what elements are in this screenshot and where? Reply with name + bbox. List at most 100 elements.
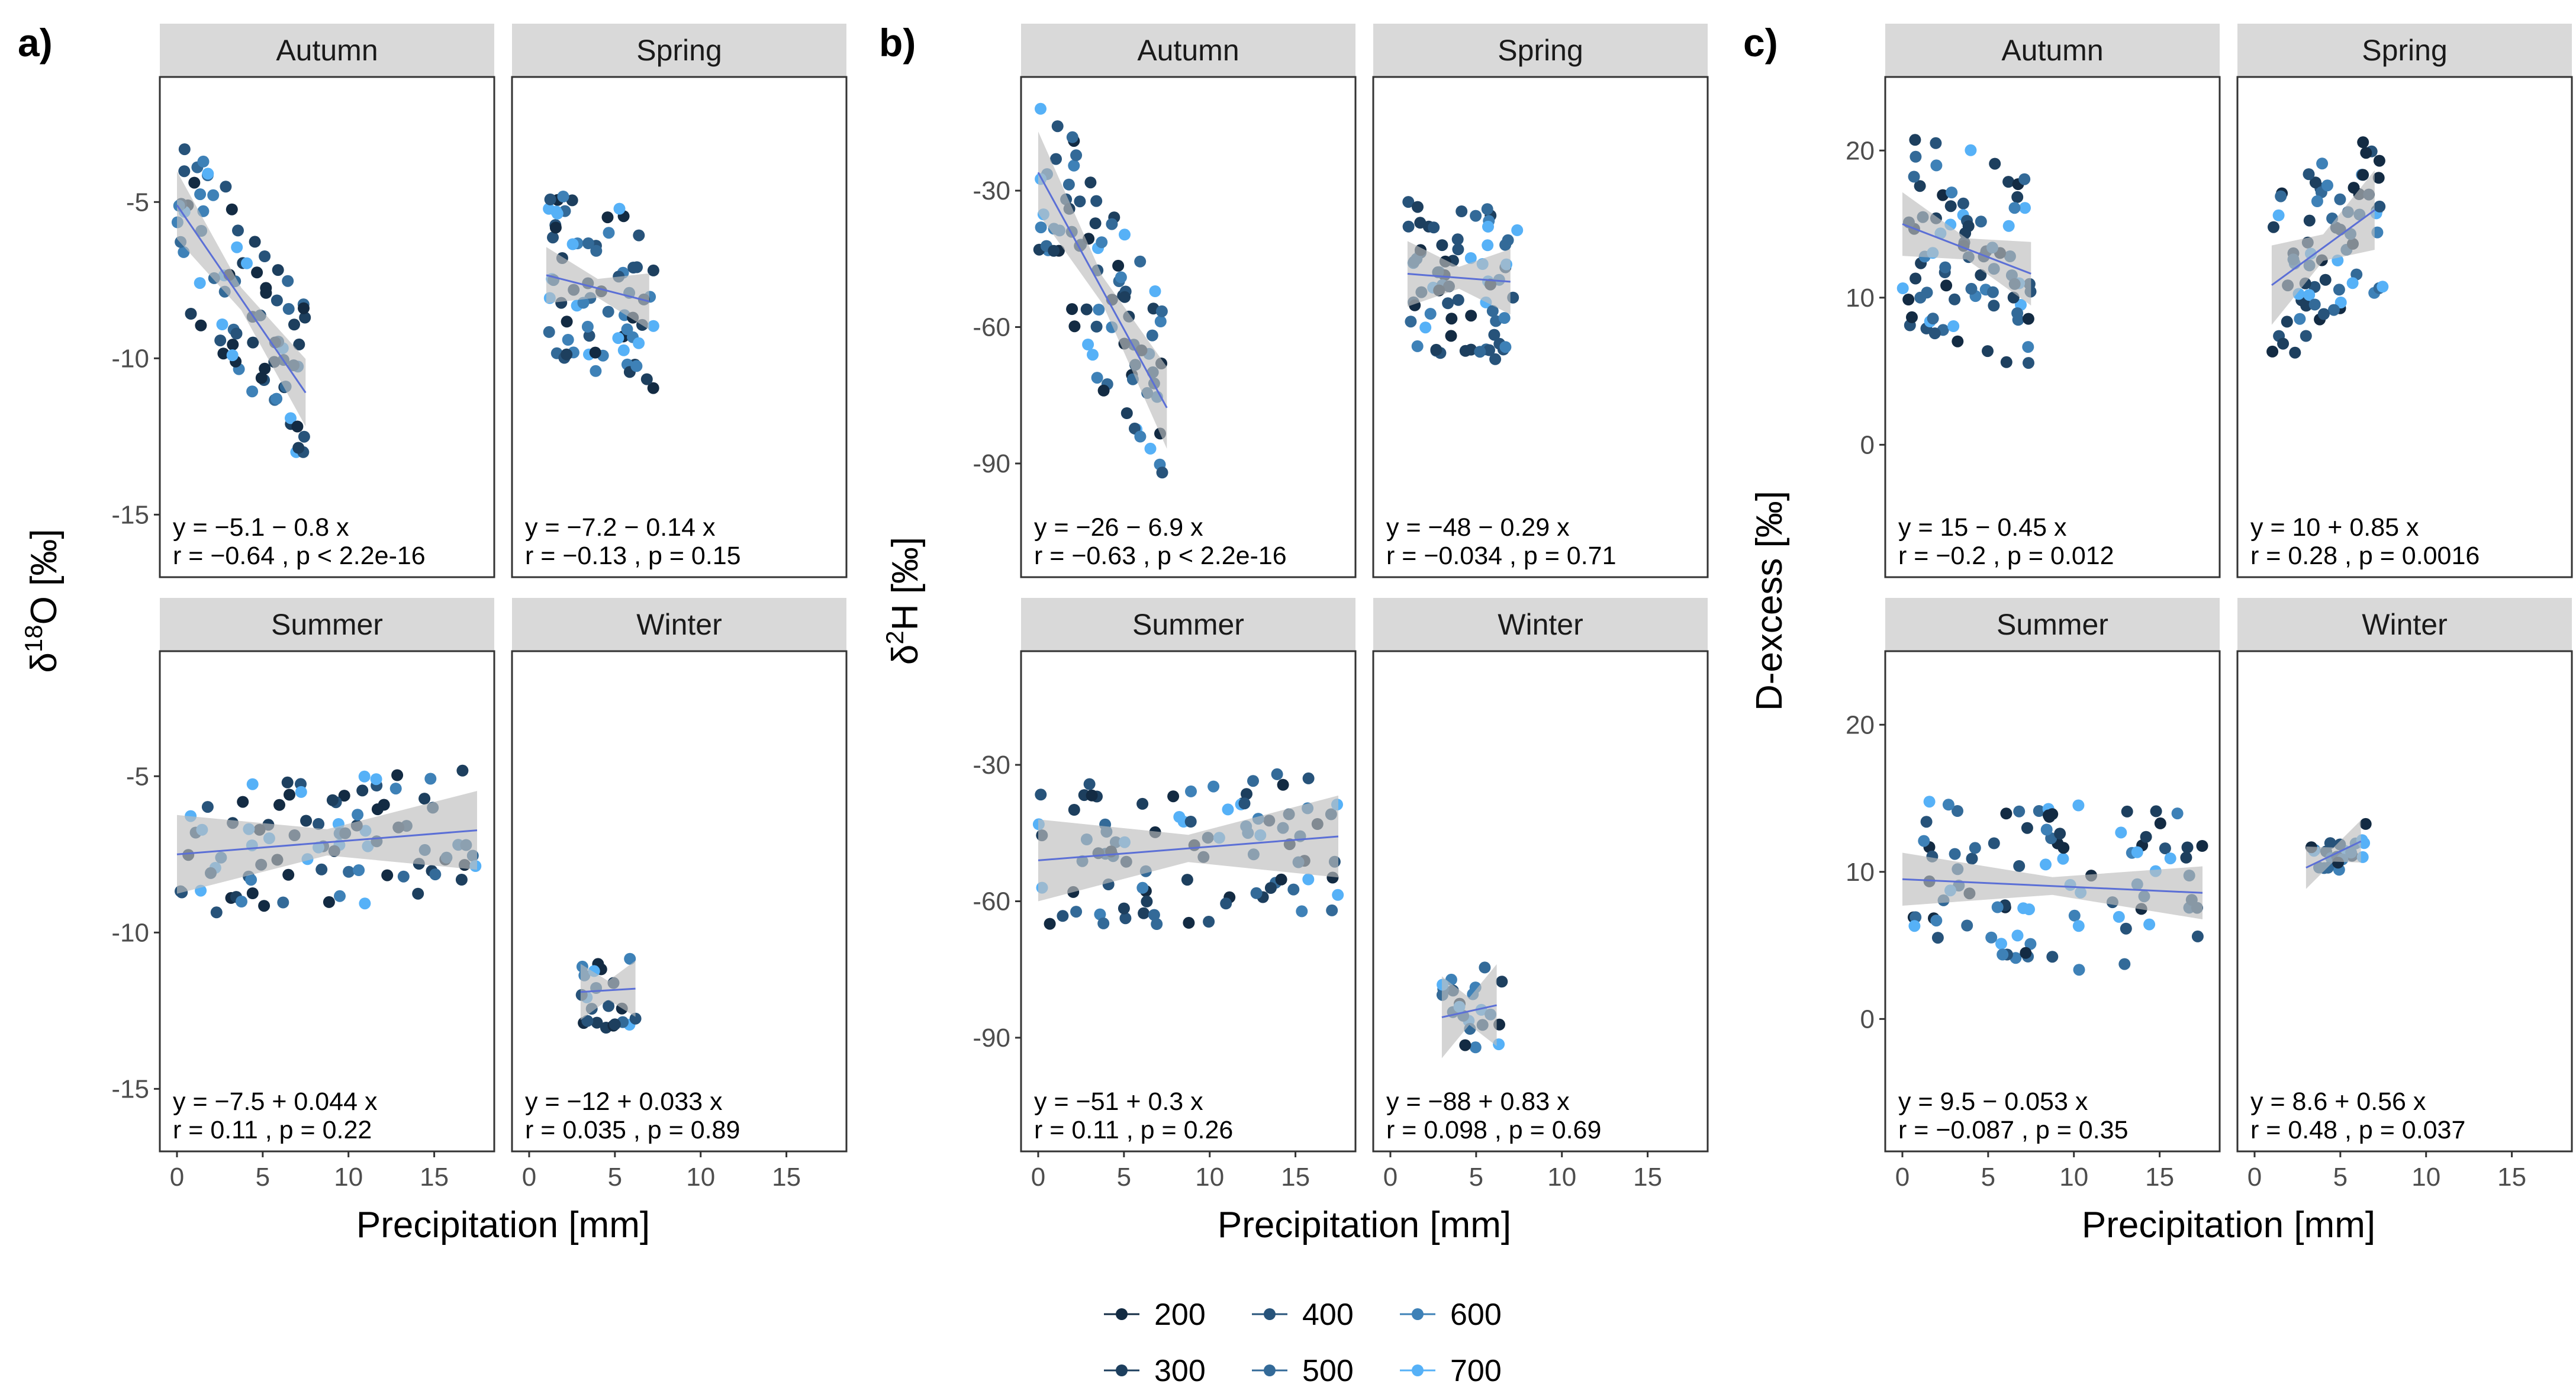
y-tick-label: -60	[973, 887, 1010, 916]
data-point	[194, 277, 206, 289]
data-point	[195, 319, 207, 332]
data-point	[1975, 215, 1987, 228]
regression-equation: y = 15 − 0.45 x	[1898, 513, 2067, 542]
data-point	[2023, 357, 2034, 369]
y-axis-label: D-excess [‰]	[1749, 491, 1790, 711]
data-point	[2348, 182, 2360, 194]
data-point	[1451, 233, 1464, 246]
y-tick-label: 10	[1846, 858, 1875, 887]
data-point	[291, 420, 304, 433]
facet-strip-label: Summer	[1997, 608, 2108, 641]
correlation-stats: r = −0.64 , p < 2.2e-16	[173, 542, 426, 570]
facet-autumn: Autumn 0 10 20 y = 15 − 0.45 xr = −0.2 , p =…	[1846, 24, 2221, 578]
correlation-stats: r = −0.63 , p < 2.2e-16	[1034, 542, 1287, 570]
facet-strip-label: Summer	[271, 608, 383, 641]
x-tick-label: 15	[1281, 1163, 1310, 1192]
data-point	[2180, 851, 2192, 864]
data-point	[1947, 320, 1960, 332]
y-tick-label: 20	[1846, 136, 1875, 165]
data-point	[2319, 273, 2332, 286]
data-point	[2373, 155, 2385, 167]
data-point	[1070, 906, 1083, 918]
data-point	[2013, 860, 2026, 872]
data-point	[2000, 807, 2012, 820]
data-point	[1074, 195, 1086, 208]
x-tick-label: 5	[608, 1163, 622, 1192]
data-point	[647, 382, 659, 394]
fit-line	[176, 829, 478, 855]
fit-line	[580, 987, 636, 993]
panel-label: b)	[879, 21, 916, 65]
legend-label: 600	[1450, 1298, 1502, 1332]
data-point	[188, 176, 201, 189]
data-point	[577, 297, 590, 309]
data-point	[1927, 313, 1939, 325]
data-point	[2289, 346, 2301, 359]
data-point	[334, 890, 346, 902]
data-point	[1430, 343, 1442, 356]
legend-label: 200	[1154, 1298, 1206, 1332]
fit-line	[1407, 273, 1511, 283]
data-point	[2324, 837, 2336, 849]
data-point	[1154, 316, 1167, 327]
data-point	[1479, 961, 1491, 974]
data-point	[2357, 169, 2369, 181]
facet-summer: Summer -30 -60 -90 0 5 10 15 y = −51 + 0.3 xr = …	[973, 598, 1357, 1192]
data-point	[246, 778, 259, 790]
data-point	[381, 869, 394, 881]
facet-strip-label: Winter	[2362, 608, 2447, 641]
data-point	[2317, 308, 2330, 320]
data-point	[2000, 356, 2012, 368]
data-point	[246, 887, 259, 899]
data-point	[1965, 282, 1978, 295]
data-point	[1062, 178, 1075, 191]
data-point	[2181, 841, 2194, 854]
data-point	[613, 202, 626, 215]
data-point	[1930, 915, 1943, 927]
data-point	[1465, 310, 1477, 322]
data-point	[326, 794, 339, 806]
data-point	[352, 809, 364, 821]
data-point	[1057, 910, 1069, 922]
data-point	[338, 790, 350, 802]
data-point	[1902, 294, 1915, 305]
data-point	[282, 275, 294, 287]
data-point	[1961, 919, 1973, 932]
data-point	[1946, 186, 1958, 199]
data-point	[1909, 134, 1921, 146]
data-point	[1986, 286, 1999, 298]
data-point	[288, 318, 300, 331]
facet-strip-label: Winter	[636, 608, 722, 641]
data-point	[1146, 329, 1158, 342]
data-point	[1949, 848, 1961, 860]
fit-line	[546, 274, 650, 302]
data-point	[2118, 958, 2131, 970]
y-tick-label: 0	[1860, 430, 1875, 459]
data-point	[2154, 817, 2166, 829]
data-point	[549, 221, 562, 234]
correlation-stats: r = −0.087 , p = 0.35	[1898, 1116, 2129, 1144]
data-point	[1136, 881, 1149, 894]
x-tick-label: 5	[1117, 1163, 1131, 1192]
data-point	[1144, 442, 1157, 455]
data-point	[633, 337, 645, 349]
data-point	[1287, 883, 1300, 896]
regression-equation: y = 8.6 + 0.56 x	[2250, 1087, 2426, 1116]
x-tick-label: 15	[420, 1163, 449, 1192]
data-point	[299, 311, 311, 324]
facet-plot-area	[159, 76, 495, 578]
data-point	[1035, 102, 1046, 115]
data-point	[2002, 176, 2015, 188]
data-point	[1920, 816, 1933, 828]
data-point	[2011, 929, 2024, 942]
data-point	[2057, 842, 2070, 854]
data-point	[2281, 316, 2293, 328]
data-point	[298, 302, 310, 314]
data-point	[1068, 320, 1081, 333]
data-point	[237, 796, 249, 808]
x-axis-label: Precipitation [mm]	[2082, 1205, 2375, 1245]
data-point	[1091, 372, 1103, 384]
facet-plot-area	[2236, 76, 2573, 578]
facet-summer: Summer 0 10 20 0 5 10 15 y = 9.5 − 0.053 xr = −0…	[1846, 598, 2221, 1192]
data-point	[1035, 788, 1047, 801]
